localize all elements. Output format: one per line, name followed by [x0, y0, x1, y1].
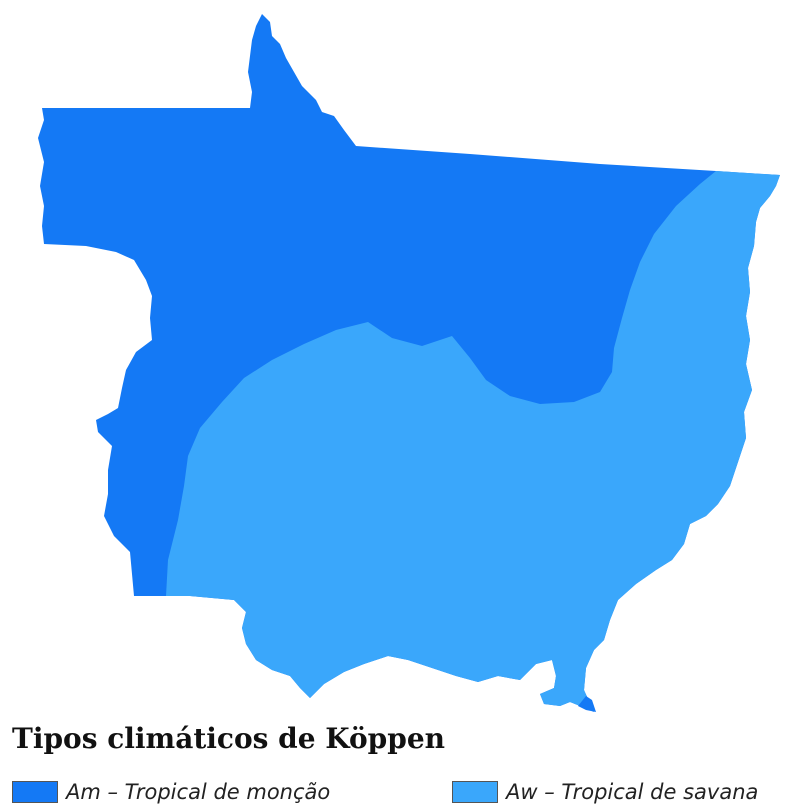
region-am-south-tip [578, 696, 596, 712]
legend-label-am: Am – Tropical de monção [66, 780, 331, 804]
climate-map [38, 14, 780, 712]
legend-swatch-am [12, 781, 58, 803]
legend-item-aw: Aw – Tropical de savana [452, 780, 758, 804]
legend-title: Tipos climáticos de Köppen [12, 722, 446, 755]
region-aw [166, 171, 780, 706]
legend-item-am: Am – Tropical de monção [12, 780, 330, 804]
legend-label-aw: Aw – Tropical de savana [506, 780, 759, 804]
legend-swatch-aw [452, 781, 498, 803]
